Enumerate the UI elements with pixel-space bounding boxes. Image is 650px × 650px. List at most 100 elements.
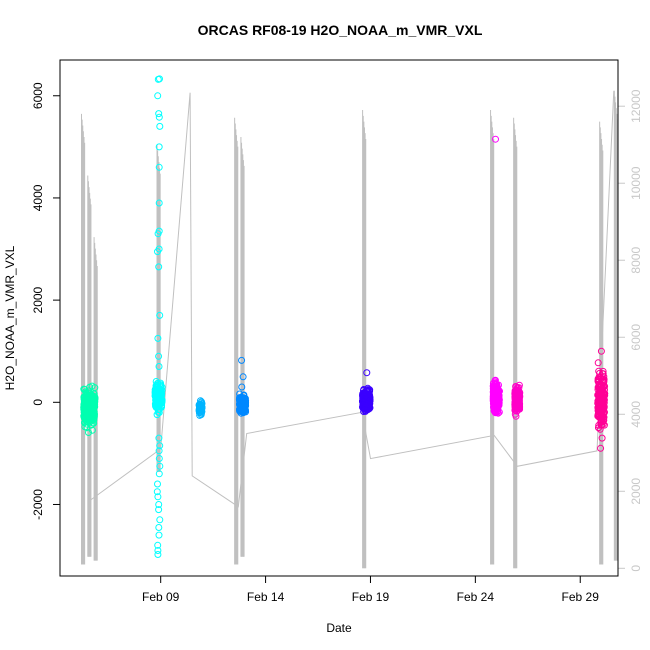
data-point-rf09 — [155, 113, 163, 121]
right-tick-label: 0 — [629, 565, 643, 572]
data-point-rf09 — [154, 541, 162, 549]
x-tick-label: Feb 19 — [352, 590, 390, 604]
chart-title: ORCAS RF08-19 H2O_NOAA_m_VMR_VXL — [198, 22, 483, 38]
data-point-rf15 — [596, 425, 604, 433]
data-point-rf08 — [86, 418, 94, 426]
data-point-rf15 — [595, 404, 603, 412]
data-point-rf15 — [597, 373, 604, 381]
data-point-rf09 — [155, 363, 163, 370]
x-tick-label: Feb 09 — [142, 590, 180, 604]
data-point-rf09 — [154, 334, 162, 342]
data-point-rf08 — [81, 418, 89, 426]
data-point-rf09 — [155, 405, 163, 413]
data-point-rf09 — [155, 531, 163, 539]
data-point-rf12 — [361, 406, 369, 414]
data-point-rf08 — [88, 382, 96, 390]
data-point-rf09 — [154, 230, 162, 238]
data-point-rf09 — [155, 447, 163, 455]
altitude-line — [89, 90, 615, 508]
data-point-rf09 — [155, 110, 163, 118]
right-tick-label: 12000 — [629, 89, 643, 123]
data-point-rf13 — [494, 394, 502, 402]
data-point-rf09 — [155, 409, 163, 416]
data-point-rf09 — [156, 396, 164, 404]
data-point-rf10 — [196, 406, 204, 414]
plot-frame — [59, 59, 619, 577]
x-axis-label: Date — [326, 621, 352, 635]
right-tick-label: 6000 — [629, 324, 643, 351]
data-point-rf09 — [155, 143, 163, 151]
data-point-rf09 — [153, 488, 161, 496]
data-point-rf08 — [87, 421, 95, 429]
data-point-rf08 — [82, 398, 89, 406]
data-point-rf09 — [155, 163, 163, 171]
data-point-rf09 — [155, 470, 163, 478]
x-tick-label: Feb 24 — [457, 590, 495, 604]
right-tick-label: 10000 — [629, 166, 643, 200]
data-point-rf08 — [89, 393, 97, 401]
data-point-rf09 — [156, 462, 164, 470]
data-point-rf09 — [156, 311, 164, 319]
y-tick-label: 6000 — [31, 82, 45, 109]
data-point-rf09 — [156, 75, 163, 83]
data-point-rf09 — [154, 493, 162, 501]
right-tick-label: 2000 — [629, 478, 643, 505]
data-point-rf15 — [598, 434, 606, 442]
data-point-rf15 — [599, 391, 607, 399]
data-point-rf11 — [239, 373, 247, 381]
data-point-rf09 — [156, 442, 164, 450]
data-point-rf08 — [81, 386, 89, 393]
y-tick-label: 2000 — [31, 286, 45, 313]
data-point-rf09 — [154, 92, 162, 100]
data-point-rf08 — [86, 406, 94, 413]
y-tick-label: -2000 — [31, 489, 45, 520]
data-point-rf09 — [152, 378, 160, 385]
data-point-rf09 — [154, 547, 162, 554]
data-point-rf09 — [154, 248, 161, 256]
data-point-rf15 — [597, 347, 605, 355]
data-point-rf12 — [362, 397, 370, 404]
data-point-rf09 — [156, 391, 164, 399]
data-point-rf09 — [155, 263, 163, 271]
data-point-rf12 — [360, 387, 367, 394]
data-point-rf14 — [512, 394, 520, 402]
data-point-rf15 — [597, 414, 605, 421]
data-point-rf14 — [512, 383, 520, 390]
data-point-rf09 — [155, 455, 163, 462]
data-point-rf09 — [155, 434, 163, 442]
data-point-rf11 — [238, 383, 246, 391]
y-axis-label: H2O_NOAA_m_VMR_VXL — [3, 245, 17, 390]
data-point-rf09 — [155, 501, 163, 508]
data-point-rf13 — [492, 408, 500, 416]
data-point-rf09 — [155, 524, 163, 531]
data-point-rf11 — [239, 395, 247, 403]
data-point-rf11 — [237, 394, 245, 401]
data-point-rf10 — [196, 404, 204, 412]
axes-layer: Feb 09 Feb 14 Feb 19 Feb 24 Feb 29 -2000 0 2000… — [31, 82, 643, 604]
data-point-rf12 — [363, 369, 371, 377]
data-point-rf08 — [85, 414, 93, 422]
data-point-rf08 — [89, 398, 96, 406]
data-point-rf08 — [88, 426, 96, 434]
data-point-rf09 — [155, 506, 163, 514]
data-point-rf08 — [89, 419, 97, 427]
data-point-rf09 — [156, 122, 164, 130]
data-point-rf14 — [514, 403, 522, 410]
data-point-rf13 — [491, 376, 499, 384]
data-point-rf15 — [594, 359, 602, 367]
data-point-rf09 — [154, 551, 162, 558]
data-point-rf15 — [597, 444, 605, 452]
data-point-rf09 — [155, 199, 163, 207]
data-point-rf15 — [598, 421, 606, 429]
data-point-rf13 — [492, 135, 499, 143]
x-tick-label: Feb 29 — [562, 590, 600, 604]
data-point-rf09 — [155, 352, 163, 360]
data-point-rf09 — [158, 383, 166, 391]
data-point-rf11 — [238, 356, 246, 364]
y-tick-label: 4000 — [31, 184, 45, 211]
data-point-rf13 — [490, 383, 498, 391]
scatter-points-layer — [80, 75, 609, 558]
data-point-rf08 — [85, 429, 92, 436]
right-tick-label: 8000 — [629, 247, 643, 274]
